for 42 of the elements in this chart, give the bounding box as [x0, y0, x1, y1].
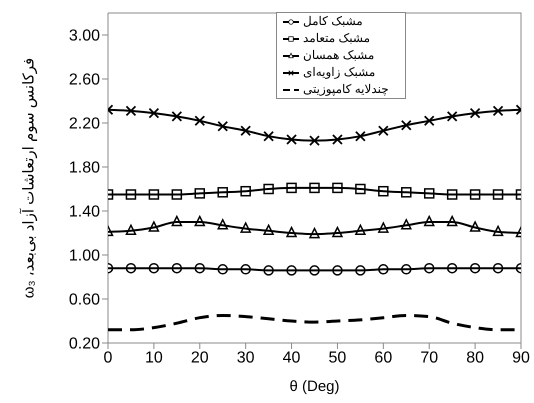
- legend-label: چندلایه کامپوزیتی: [303, 82, 389, 96]
- x-tick-label: 0: [104, 349, 113, 366]
- y-tick-label: 0.60: [68, 292, 100, 309]
- x-tick-label: 40: [282, 349, 301, 366]
- legend-label: مشبک متعامد: [303, 31, 370, 45]
- point: [378, 125, 389, 136]
- point: [309, 135, 320, 146]
- point: [126, 106, 136, 116]
- point: [171, 111, 182, 122]
- x-tick-label: 20: [190, 349, 209, 366]
- point: [286, 134, 297, 145]
- y-tick-label: 1.40: [68, 204, 100, 221]
- x-axis-title: θ (Deg): [289, 378, 340, 395]
- x-tick-label: 90: [512, 349, 530, 366]
- point: [148, 108, 160, 118]
- y-tick-label: 3.00: [68, 28, 100, 45]
- point: [446, 111, 458, 122]
- x-tick-label: 80: [466, 349, 484, 366]
- x-tick-label: 10: [144, 349, 163, 366]
- y-tick-label: 0.20: [68, 336, 100, 353]
- point: [424, 115, 435, 126]
- x-tick-label: 50: [328, 349, 346, 366]
- legend-label: مشبک زاویه‌ای: [303, 65, 376, 79]
- legend-label: مشبک همسان: [303, 48, 374, 62]
- x-tick-label: 60: [374, 349, 392, 366]
- legend-label: مشبک کامل: [303, 14, 363, 28]
- point: [332, 134, 343, 145]
- point: [263, 130, 274, 142]
- y-tick-label: 2.20: [68, 116, 100, 133]
- point: [470, 108, 481, 118]
- point: [217, 120, 228, 132]
- y-tick-label: 1.00: [68, 248, 100, 265]
- x-tick-label: 70: [420, 349, 438, 366]
- point: [240, 125, 252, 136]
- point: [492, 106, 504, 116]
- y-tick-label: 1.80: [68, 160, 100, 177]
- y-axis-title: فرکانس سوم ارتعاشات آزاد بی‌بعد، ω₃: [18, 58, 38, 298]
- point: [354, 130, 366, 142]
- x-tick-label: 30: [236, 349, 255, 366]
- y-tick-label: 2.60: [68, 72, 100, 89]
- point: [400, 120, 412, 131]
- point: [194, 115, 206, 126]
